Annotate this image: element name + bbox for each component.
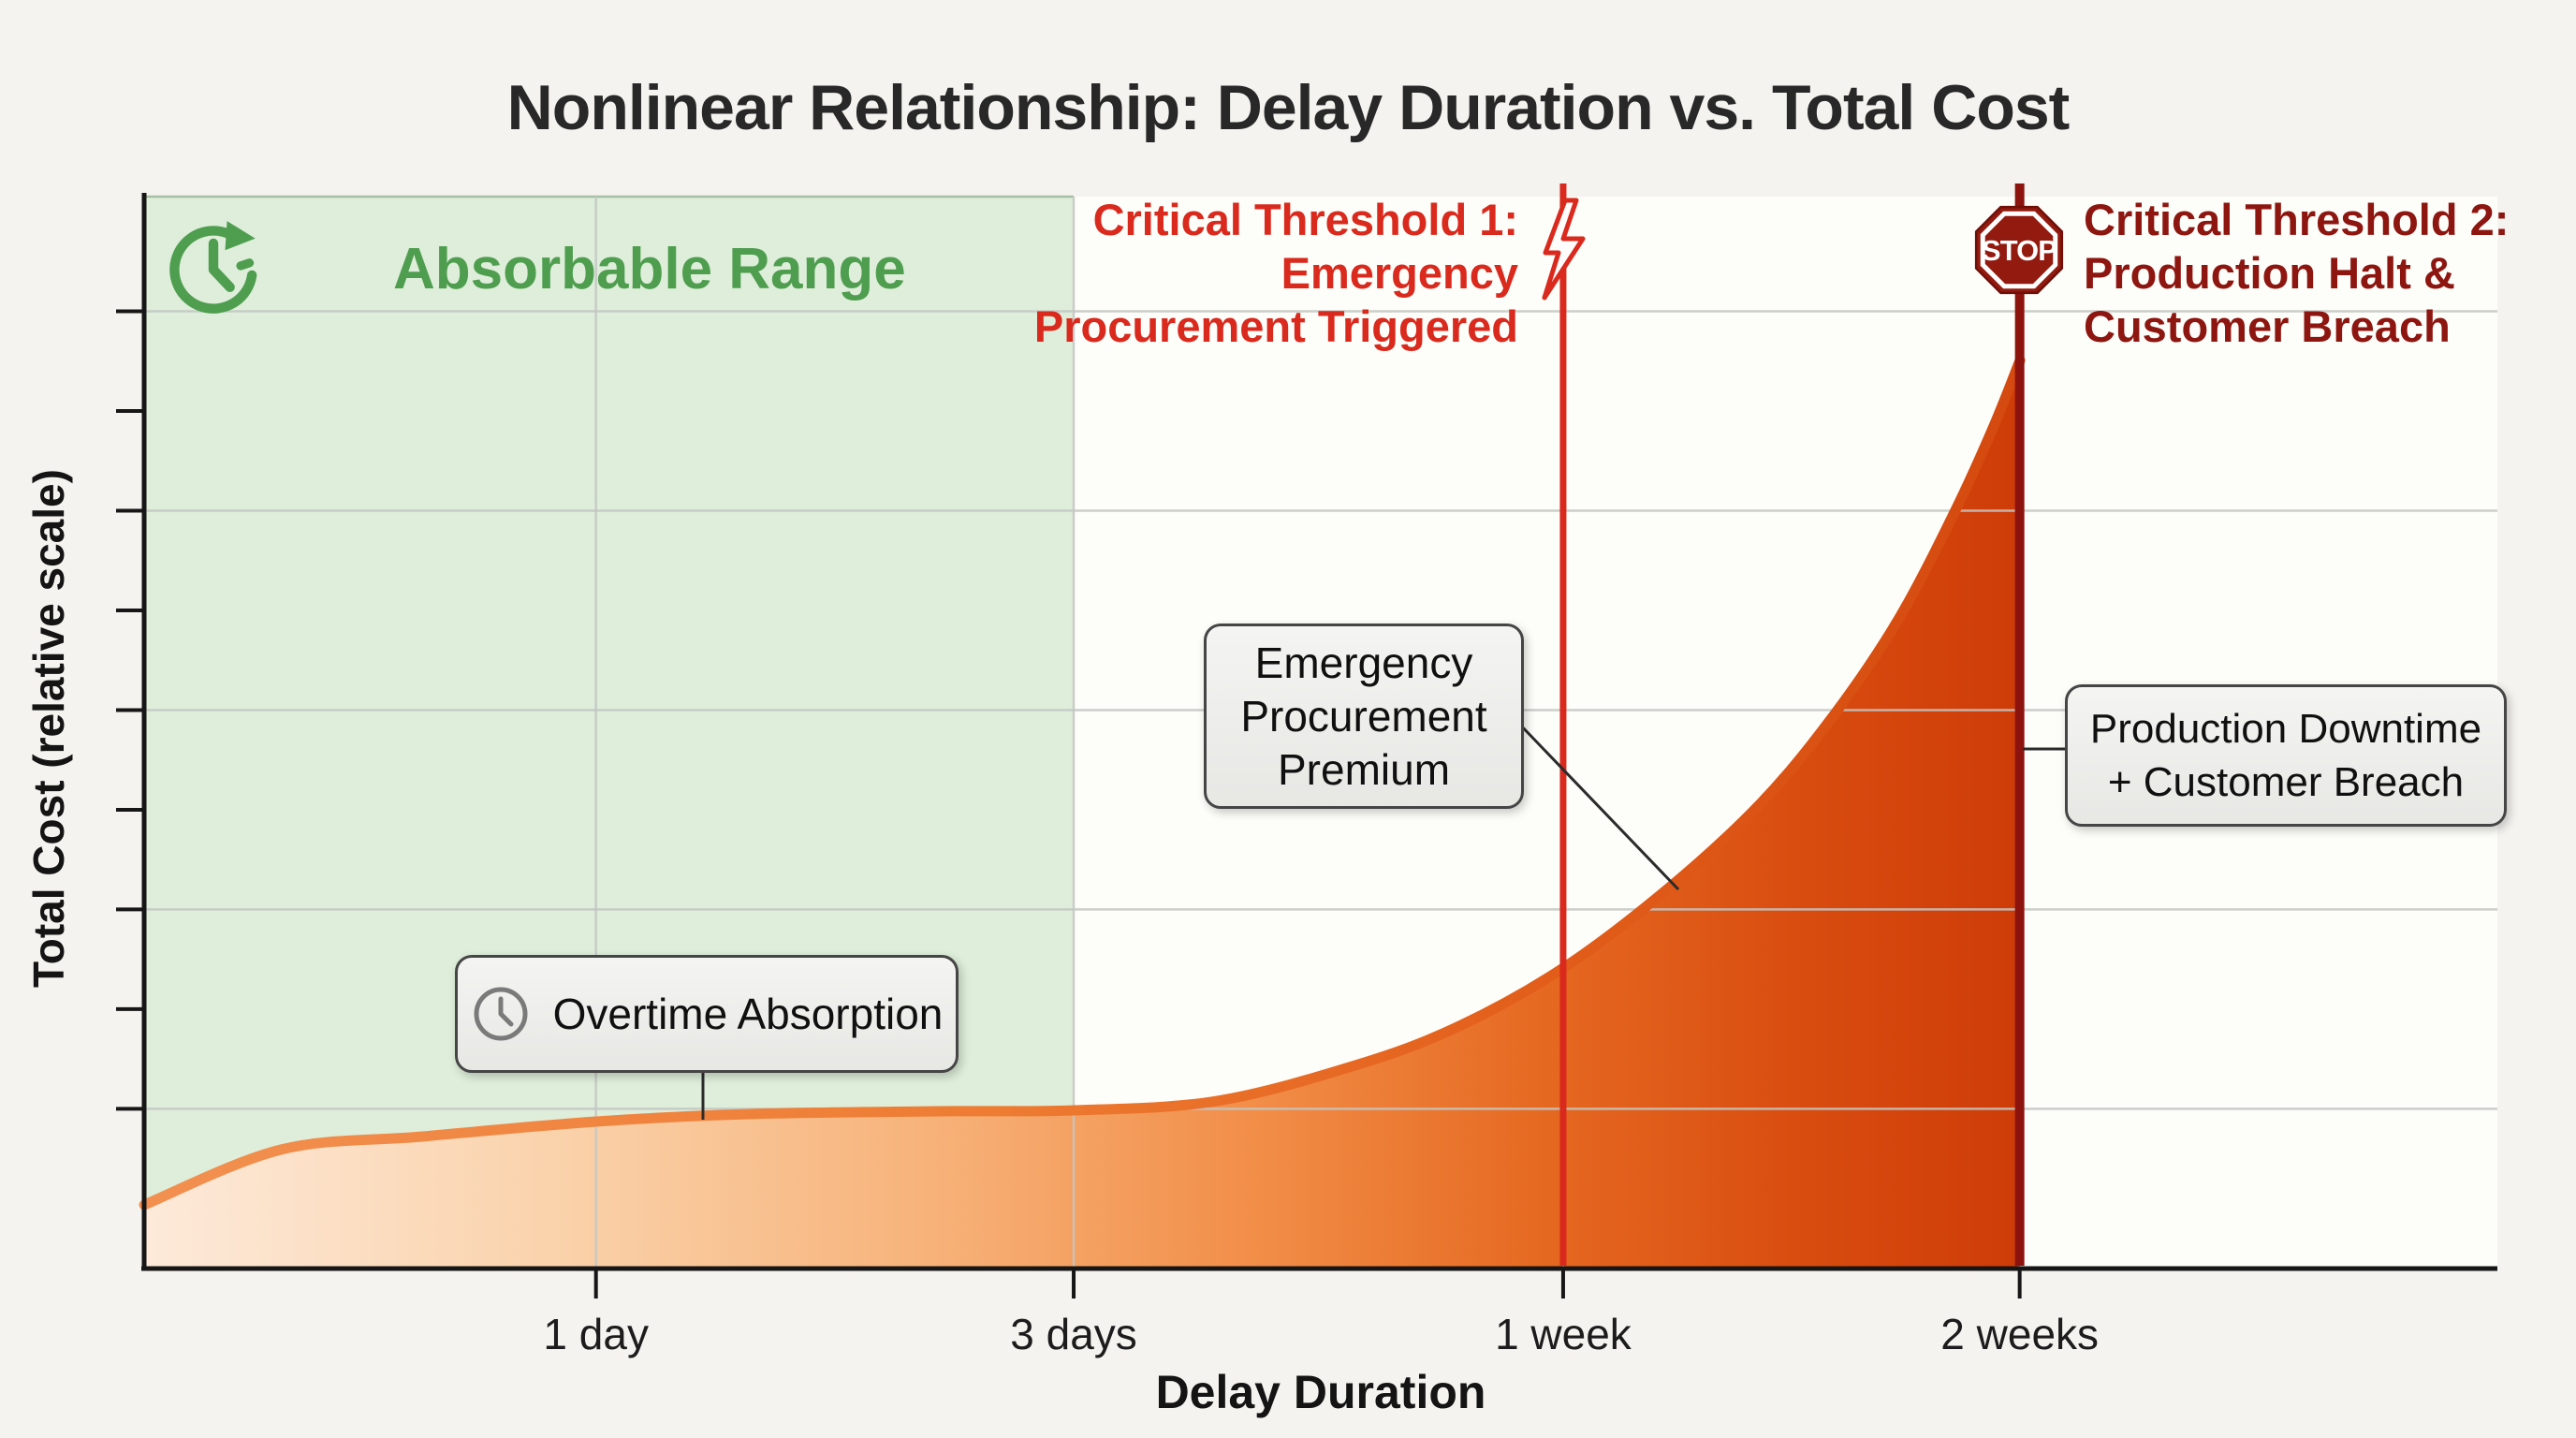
history-clock-icon — [169, 221, 257, 314]
clock-icon — [474, 987, 528, 1041]
emergency-premium-callout: Emergency Procurement Premium — [1204, 624, 1524, 809]
x-tick-label: 1 day — [543, 1310, 649, 1358]
threshold-lines — [1559, 183, 2025, 1266]
overtime-absorption-text: Overtime Absorption — [552, 989, 944, 1038]
callout-leader-lines — [701, 721, 2065, 1120]
stop-sign-icon: STOP — [1974, 205, 2064, 295]
absorbable-range-region — [144, 195, 1075, 1269]
production-downtime-callout: Production Downtime + Customer Breach — [2065, 684, 2507, 827]
x-tick-label: 1 week — [1495, 1310, 1632, 1358]
x-tick-label: 2 weeks — [1940, 1310, 2100, 1358]
cost-area-fill — [144, 360, 2020, 1269]
x-axis-label: Delay Duration — [1155, 1366, 1486, 1418]
threshold2-label: Critical Threshold 2: Production Halt & … — [2084, 195, 2510, 351]
y-axis-label: Total Cost (relative scale) — [24, 469, 73, 988]
emergency-leader-line — [1516, 721, 1680, 891]
x-tick-label: 3 days — [1010, 1310, 1137, 1358]
cost-curve — [139, 355, 2026, 1211]
emergency-premium-text: Emergency Procurement Premium — [1240, 638, 1487, 794]
threshold1-label: Critical Threshold 1: Emergency Procurem… — [1033, 195, 1518, 351]
absorbable-range-label: Absorbable Range — [393, 237, 906, 301]
stop-sign-text: STOP — [1982, 234, 2056, 267]
chart-title: Nonlinear Relationship: Delay Duration v… — [506, 71, 2071, 143]
overtime-absorption-callout: Overtime Absorption — [455, 955, 959, 1073]
axes — [116, 193, 2497, 1299]
production-downtime-text: Production Downtime + Customer Breach — [2089, 706, 2482, 805]
lightning-bolt-icon — [1542, 198, 1586, 301]
